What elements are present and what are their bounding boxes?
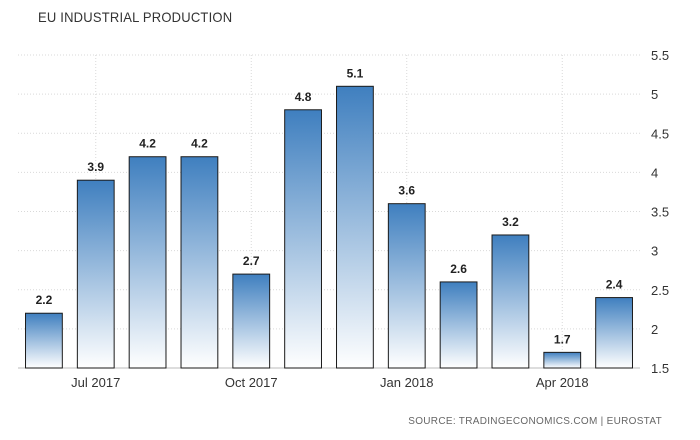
bar	[336, 85, 374, 369]
bar	[387, 203, 426, 369]
bar-value-label: 3.6	[398, 184, 415, 198]
bar	[128, 156, 167, 369]
bar	[439, 281, 478, 369]
y-tick-label: 3	[651, 244, 658, 259]
bar-value-label: 1.7	[554, 332, 571, 346]
source-credit: SOURCE: TRADINGECONOMICS.COM | EUROSTAT	[408, 416, 662, 427]
chart-title: EU INDUSTRIAL PRODUCTION	[38, 9, 233, 26]
bar	[595, 297, 633, 369]
bar-value-label: 3.9	[87, 160, 104, 174]
y-tick-label: 5.5	[651, 48, 669, 63]
bar-value-label: 2.6	[450, 262, 467, 276]
bar	[232, 273, 271, 369]
bar	[180, 156, 219, 369]
bar-value-label: 2.2	[36, 293, 53, 307]
bar-value-label: 2.4	[606, 278, 623, 292]
y-tick-label: 2	[651, 322, 658, 337]
y-tick-label: 4.5	[651, 126, 669, 141]
y-tick-label: 5	[651, 87, 658, 102]
bar-value-label: 4.8	[295, 90, 312, 104]
x-tick-label: Apr 2018	[536, 375, 589, 390]
bar	[284, 109, 322, 369]
y-tick-label: 4	[651, 165, 658, 180]
bar	[491, 234, 530, 369]
y-tick-label: 1.5	[651, 361, 669, 376]
x-tick-label: Jul 2017	[71, 375, 120, 390]
bar-value-label: 5.1	[347, 66, 364, 80]
bar	[76, 179, 115, 369]
bar	[543, 351, 582, 369]
bar	[25, 312, 63, 369]
y-tick-label: 3.5	[651, 205, 669, 220]
bar-value-label: 3.2	[502, 215, 519, 229]
bar-value-label: 2.7	[243, 254, 260, 268]
x-tick-label: Jan 2018	[380, 375, 434, 390]
x-tick-label: Oct 2017	[225, 375, 278, 390]
y-tick-label: 2.5	[651, 283, 669, 298]
bar-value-label: 4.2	[139, 137, 156, 151]
bar-value-label: 4.2	[191, 137, 208, 151]
